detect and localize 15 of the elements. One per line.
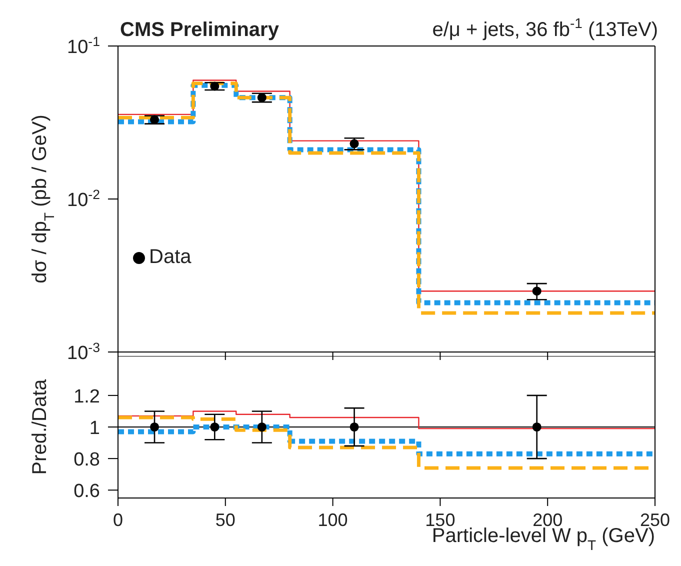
y-tick-label: 10$^{-1}$ [67, 34, 100, 58]
y-tick-label: 10$^{-3}$ [67, 340, 100, 364]
x-axis-title: Particle-level W p$_{T}$ (GeV) [432, 525, 655, 553]
y-tick-label: 10$^{-2}$ [67, 186, 100, 211]
chart-title: CMS Preliminary [120, 19, 280, 41]
chart-subtitle: e/μ + jets, 36 fb$^{-1}$ (13TeV) [432, 15, 658, 41]
x-tick-label: 0 [112, 510, 124, 530]
x-tick-label: 100 [318, 510, 348, 530]
legend-label: Data [149, 246, 192, 268]
y-tick-label: 0.8 [74, 450, 100, 471]
y-axis-title: Pred./Data [29, 378, 51, 475]
y-tick-label: 1.2 [74, 386, 100, 408]
x-tick-label: 50 [215, 510, 236, 530]
y-tick-label: 1 [89, 418, 100, 439]
y-tick-label: 0.6 [74, 481, 100, 502]
